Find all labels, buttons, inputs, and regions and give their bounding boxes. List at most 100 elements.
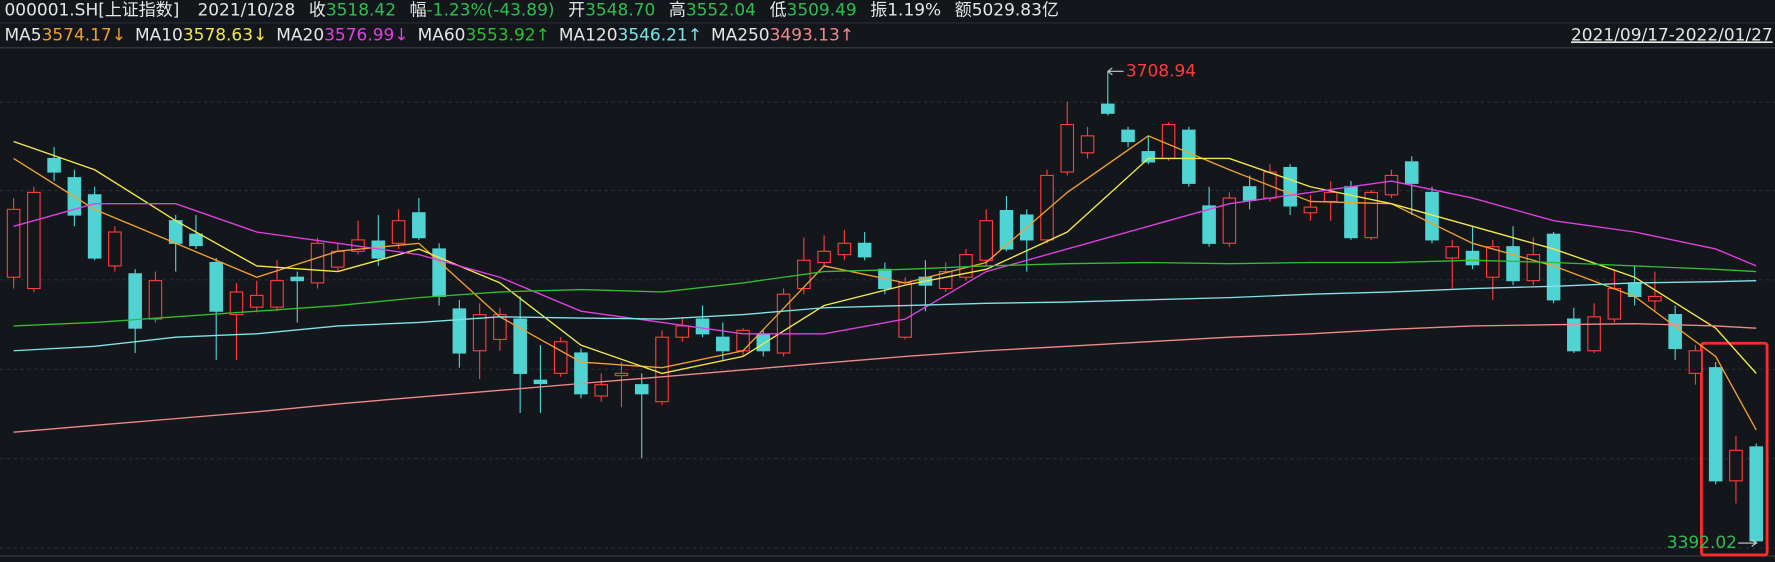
ma-line (13, 135, 1757, 431)
ma-line (13, 259, 1757, 327)
candle-body (391, 220, 406, 244)
candle-body (1242, 186, 1257, 201)
legend-value: 3578.63↓ (183, 25, 267, 45)
candle-body (655, 336, 669, 403)
candle-body (168, 220, 183, 244)
candle-body (310, 242, 325, 284)
candle-body (594, 384, 609, 397)
candle-body (1161, 123, 1176, 160)
candle-body (1182, 129, 1196, 184)
legend-value: 3553.92↑ (465, 25, 549, 45)
min-label: 3392.02 (1667, 533, 1737, 553)
legend-name: MA10 (135, 25, 183, 45)
candle-body (1648, 295, 1662, 302)
candle-body (513, 318, 527, 374)
candle-body (1607, 287, 1622, 320)
candle-body (1729, 449, 1743, 482)
max-arrow (1107, 67, 1124, 76)
quote-row: 000001.SH[上证指数] 2021/10/28 收3518.42 幅-1.23%… (5, 0, 1059, 20)
candle-body (1506, 246, 1520, 282)
quote-value: -1.23%(-43.89) (427, 0, 555, 20)
candle-body (1688, 350, 1703, 374)
candle-body (857, 242, 872, 258)
candle-body (1121, 129, 1135, 143)
candle-body (331, 250, 345, 268)
candle-body (533, 379, 548, 385)
candle-body (938, 271, 953, 290)
candle-body (1708, 367, 1723, 482)
quote-value: 1.19% (887, 0, 941, 20)
ma-line (13, 140, 1757, 375)
ma-line (13, 180, 1757, 335)
candle-body (1283, 166, 1297, 207)
candle-body (898, 282, 912, 338)
candle-body (614, 372, 629, 377)
legend-value: 3546.21↑ (618, 25, 702, 45)
candle-body (756, 334, 771, 352)
highlight-box (1700, 341, 1769, 557)
candle-body (675, 325, 690, 338)
candle-body (47, 157, 61, 173)
candle-body (1749, 446, 1764, 542)
candle-body (229, 291, 244, 316)
quote-value: 5029.83亿 (972, 0, 1059, 20)
candle-body (1567, 318, 1581, 352)
candle-body (209, 261, 224, 312)
candle-body (1384, 174, 1399, 196)
candle-body (837, 242, 852, 256)
legend-name: MA250 (711, 25, 770, 45)
candle-body (1222, 197, 1237, 244)
candle-body (1668, 314, 1682, 350)
candle-body (695, 318, 710, 335)
candle-body (452, 308, 467, 354)
legend-name: MA5 (5, 25, 42, 45)
candle-body (6, 208, 21, 278)
ma-line (13, 322, 1757, 433)
ma-legend: MA53574.17↓ MA103578.63↓ MA203576.99↓ MA603… (5, 25, 854, 45)
quote-value: 3509.49 (787, 0, 857, 20)
candle-body (979, 220, 994, 261)
candle-body (148, 280, 163, 320)
candle-body (1404, 161, 1419, 184)
candle-body (1141, 151, 1156, 163)
quote-value: 3548.70 (585, 0, 655, 20)
candle-body (999, 209, 1014, 250)
candle-body (634, 384, 649, 395)
legend-value: 3576.99↓ (324, 25, 408, 45)
candle-body (493, 314, 507, 341)
candle-body (1303, 206, 1318, 214)
quote-value: 3518.42 (326, 0, 396, 20)
ma-line (13, 279, 1757, 352)
candle-body (817, 250, 831, 264)
legend-value: 3493.13↑ (770, 25, 854, 45)
candle-body (1100, 103, 1115, 114)
legend-name: MA20 (276, 25, 324, 45)
candle-body (189, 233, 203, 247)
candle-body (108, 231, 122, 267)
quote-date: 2021/10/28 (197, 0, 295, 20)
candle-body (1060, 123, 1075, 173)
quote-label: 收 (309, 0, 326, 20)
max-label: 3708.94 (1126, 61, 1196, 81)
candle-body (1080, 135, 1095, 154)
quote-value: 3552.04 (686, 0, 756, 20)
candle-body (715, 336, 730, 352)
candle-body (472, 314, 487, 352)
quote-label: 低 (770, 0, 787, 20)
quote-label: 振 (870, 0, 887, 20)
candle-body (1465, 250, 1480, 266)
candle-body (553, 341, 568, 374)
candle-body (290, 276, 305, 282)
min-arrow (1738, 539, 1758, 547)
legend-value: 3574.17↓ (42, 25, 126, 45)
quote-label: 开 (568, 0, 585, 20)
date-range[interactable]: 2021/09/17-2022/01/27 (1571, 25, 1773, 45)
candle-body (270, 280, 284, 308)
candle-body (1040, 174, 1054, 241)
candle-body (249, 294, 264, 308)
candle-body (27, 191, 41, 290)
quote-label: 额 (955, 0, 972, 20)
candle-body (776, 293, 791, 354)
